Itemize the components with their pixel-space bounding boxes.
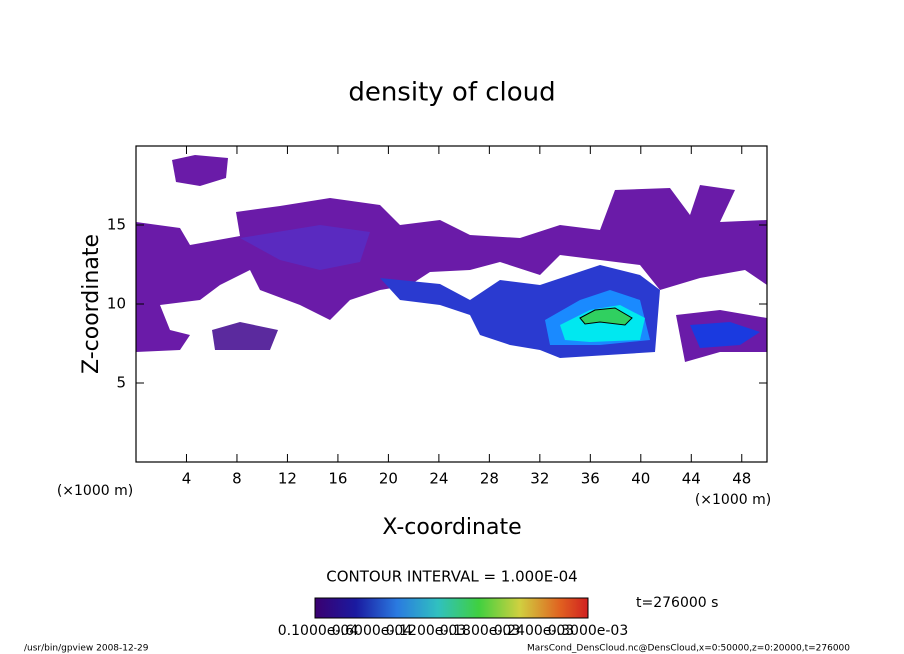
time-label: t=276000 s: [636, 595, 718, 611]
x-unit: (×1000 m): [695, 492, 771, 508]
x-tick-label: 48: [732, 470, 751, 488]
x-tick-label: 40: [631, 470, 650, 488]
x-tick-label: 12: [278, 470, 297, 488]
contour-interval: CONTOUR INTERVAL = 1.000E-04: [326, 568, 577, 586]
x-tick-label: 28: [480, 470, 499, 488]
colorbar-label: 0.3000e-03: [548, 623, 628, 639]
x-axis-label: X-coordinate: [382, 515, 521, 540]
colorbar-label: 0.2400e-03: [494, 623, 574, 639]
colorbar-label: 0.1800e-03: [440, 623, 520, 639]
x-tick-label: 16: [328, 470, 347, 488]
x-tick-label: 8: [232, 470, 242, 488]
x-tick-label: 20: [379, 470, 398, 488]
contour-field: [136, 155, 767, 362]
footer-right: MarsCond_DensCloud.nc@DensCloud,x=0:5000…: [527, 644, 850, 654]
x-tick-label: 4: [182, 470, 192, 488]
chart-title: density of cloud: [348, 78, 555, 108]
colorbar-label: 0.1000e-04: [278, 623, 359, 639]
x-tick-label: 44: [682, 470, 701, 488]
y-tick-label: 5: [116, 374, 126, 392]
y-unit: (×1000 m): [57, 483, 133, 499]
colorbar-label: 0.6000e-04: [332, 623, 413, 639]
y-tick-label: 15: [107, 216, 126, 234]
y-tick-label: 10: [107, 295, 126, 313]
colorbar-label: 0.1200e-03: [386, 623, 466, 639]
colorbar: [314, 597, 589, 619]
footer-left: /usr/bin/gpview 2008-12-29: [24, 644, 149, 654]
x-tick-label: 32: [530, 470, 549, 488]
y-axis-label: Z-coordinate: [79, 234, 104, 374]
x-tick-label: 24: [429, 470, 448, 488]
x-tick-label: 36: [581, 470, 600, 488]
